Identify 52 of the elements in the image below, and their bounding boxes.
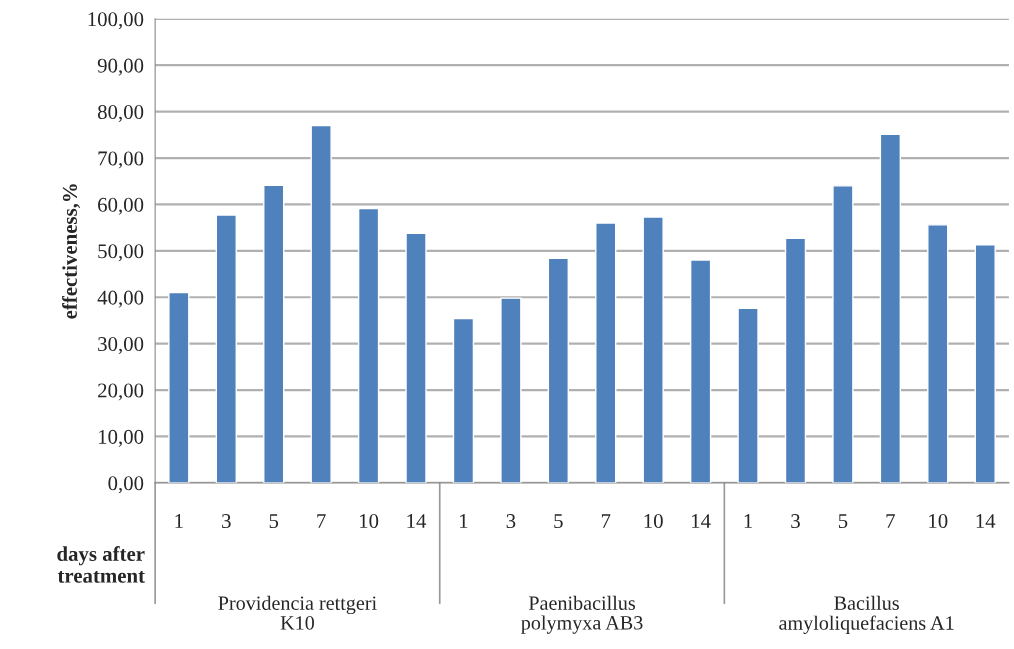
bar (547, 257, 569, 483)
y-tick-label: 30,00 (98, 337, 144, 355)
x-tick-label: 10 (360, 514, 379, 529)
x-tick-label: 3 (791, 514, 800, 529)
y-tick-label: 10,00 (98, 429, 144, 447)
bar (500, 297, 522, 483)
x-tick-label: 14 (407, 514, 427, 528)
x-tick-label: 14 (976, 514, 996, 528)
bar (974, 244, 996, 483)
bar (737, 307, 759, 483)
y-tick-label: 20,00 (98, 383, 144, 401)
bar (357, 207, 380, 483)
bar (642, 216, 664, 483)
bar (689, 259, 712, 483)
y-tick-label: 80,00 (97, 105, 144, 123)
bar (168, 291, 190, 483)
x-tick-label: 10 (929, 514, 948, 529)
x-tick-label: 1 (744, 514, 753, 528)
y-axis-title: effectiveness,% (62, 184, 80, 319)
text: Providencia rettgeri K10 (218, 595, 377, 630)
x-tick-label: 7 (601, 514, 611, 528)
y-tick-label: 40,00 (97, 290, 144, 308)
bar (263, 184, 285, 483)
x-tick-label: 5 (554, 514, 563, 529)
x-tick-label: 7 (886, 514, 895, 528)
text: Paenibacillus polymyxa AB3 (521, 595, 643, 634)
y-tick-label: 100,00 (88, 12, 144, 30)
x-tick-label: 7 (317, 514, 326, 528)
x-tick-label: 1 (460, 514, 468, 528)
x-tick-label: 1 (175, 514, 183, 528)
x-tick-label: 10 (644, 514, 663, 529)
bar (310, 124, 332, 483)
x-tick-label: 3 (506, 514, 516, 529)
bar (595, 222, 617, 483)
x-tick-label: 5 (269, 514, 279, 529)
bar (784, 237, 807, 483)
text: Bacillus amyloliquefaciens A1 (779, 595, 954, 634)
bar (452, 317, 475, 483)
x-tick-label: 5 (838, 514, 848, 529)
y-tick-label: 90,00 (97, 58, 144, 76)
x-tick-label: 14 (692, 514, 711, 528)
bar (215, 214, 237, 483)
y-tick-label: 50,00 (98, 244, 144, 262)
y-tick-label: 0,00 (108, 476, 144, 494)
bar (879, 133, 902, 483)
bar (927, 224, 949, 483)
y-tick-label: 60,00 (98, 197, 144, 215)
bar (405, 232, 427, 483)
y-tick-label: 70,00 (98, 151, 144, 169)
x-tick-label: 3 (222, 514, 231, 529)
bar (832, 185, 854, 483)
x-axis-title: days after treatment (57, 546, 145, 583)
